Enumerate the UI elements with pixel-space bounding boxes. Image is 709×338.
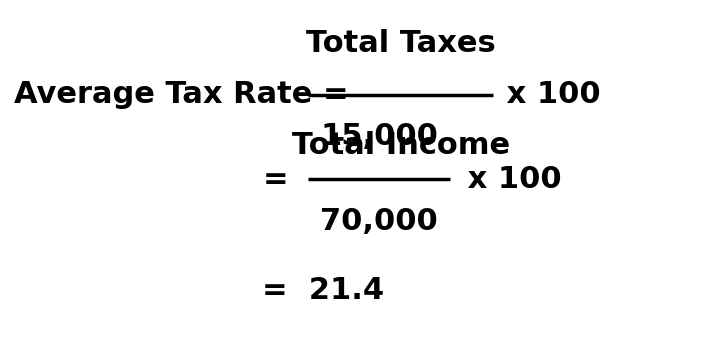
- Text: Total Income: Total Income: [291, 131, 510, 160]
- Text: x 100: x 100: [457, 165, 562, 194]
- Text: Average Tax Rate =: Average Tax Rate =: [14, 80, 359, 109]
- Text: 70,000: 70,000: [320, 207, 438, 236]
- Text: x 100: x 100: [496, 80, 601, 109]
- Text: =: =: [262, 165, 288, 194]
- Text: =  21.4: = 21.4: [262, 276, 384, 305]
- Text: Total Taxes: Total Taxes: [306, 29, 496, 58]
- Text: 15,000: 15,000: [320, 122, 438, 151]
